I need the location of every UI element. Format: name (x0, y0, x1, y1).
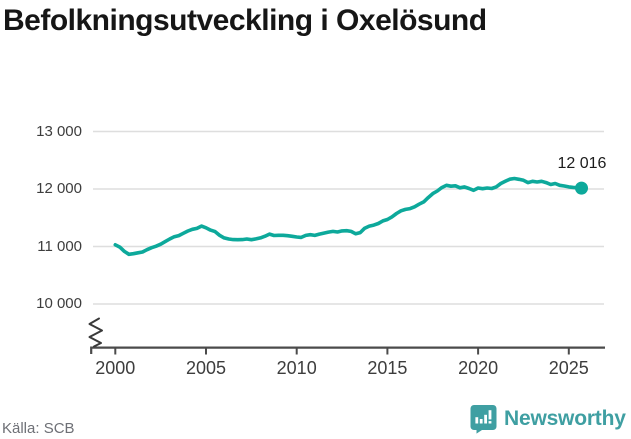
population-line (113, 176, 584, 257)
x-axis-tick-label: 2020 (458, 358, 499, 378)
page-title: Befolkningsutveckling i Oxelösund (3, 4, 487, 37)
y-axis-tick-label: 11 000 (37, 237, 82, 255)
x-axis-tick-label: 2000 (95, 358, 136, 378)
source-caption: Källa: SCB (2, 420, 75, 437)
latest-value-dot (575, 181, 588, 195)
x-axis-tick-label: 2010 (276, 358, 317, 378)
axis-break-squiggle (88, 317, 103, 348)
newsworthy-logo: Newsworthy (470, 404, 626, 434)
x-axis (90, 346, 605, 354)
x-axis-tick-label: 2015 (367, 358, 408, 378)
y-axis-tick-label: 12 000 (36, 180, 82, 197)
newsworthy-chart-bubble-icon (470, 405, 497, 434)
x-axis-tick-label: 2025 (548, 358, 589, 378)
y-axis-tick-label: 10 000 (36, 295, 82, 312)
x-axis-tick-label: 2005 (185, 358, 227, 378)
y-axis-tick-label: 13 000 (36, 122, 82, 140)
latest-value-label: 12 016 (557, 155, 607, 173)
newsworthy-wordmark: Newsworthy (504, 407, 626, 430)
